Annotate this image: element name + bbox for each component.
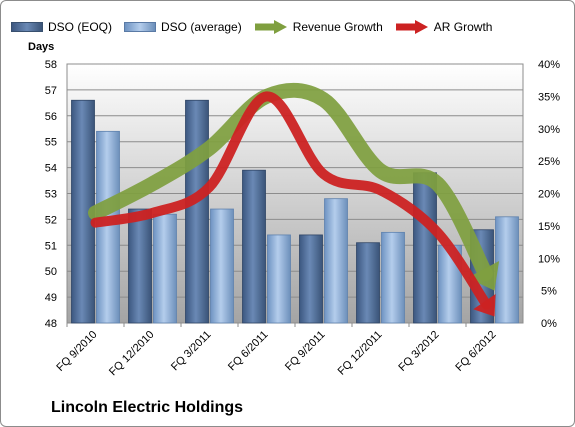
y-tick-label: 48	[45, 318, 57, 330]
x-tick-label: FQ 9/2011	[283, 329, 328, 374]
red-arrow-icon	[395, 20, 428, 34]
bar-dso-eoq-2	[185, 99, 209, 324]
bar-dso-average-4	[324, 198, 348, 324]
y-tick-label: 50	[45, 266, 57, 278]
x-tick-label: FQ 12/2011	[336, 329, 385, 378]
y-tick-label: 53	[45, 189, 57, 201]
bar-dso-average-2	[210, 208, 234, 324]
x-tick-label: FQ 12/2010	[107, 329, 157, 379]
x-tick-label: FQ 9/2010	[54, 329, 99, 374]
y2-tick-label: 35%	[538, 91, 560, 103]
legend-item-dso-average: DSO (average)	[124, 20, 242, 34]
y2-tick-label: 15%	[538, 221, 560, 233]
legend-label-dso-eoq: DSO (EOQ)	[48, 20, 113, 34]
legend-swatch-dso-eoq	[11, 22, 43, 32]
y-tick-label: 57	[45, 85, 57, 97]
y2-tick-label: 10%	[538, 253, 560, 265]
green-arrow-icon	[254, 20, 287, 34]
y-tick-label: 51	[45, 240, 57, 252]
legend-label-dso-average: DSO (average)	[161, 20, 242, 34]
bar-dso-eoq-5	[356, 242, 380, 324]
bar-dso-eoq-1	[128, 208, 152, 324]
bar-dso-eoq-4	[299, 234, 323, 324]
y-tick-label: 52	[45, 214, 57, 226]
line-ar-growth	[90, 91, 492, 310]
y2-tick-label: 0%	[541, 318, 557, 330]
y-axis-title: Days	[28, 41, 55, 53]
legend-item-revenue-growth: Revenue Growth	[254, 19, 383, 35]
bar-dso-average-1	[153, 213, 177, 324]
x-tick-label: FQ 6/2011	[226, 329, 271, 374]
x-tick-label: FQ 3/2011	[169, 329, 214, 374]
y2-tick-label: 20%	[538, 189, 560, 201]
y-tick-label: 49	[45, 292, 57, 304]
bar-dso-eoq-3	[242, 169, 266, 324]
bar-dso-average-5	[381, 231, 405, 324]
y-tick-label: 56	[45, 111, 57, 123]
y-tick-label: 55	[45, 137, 57, 149]
arrowhead-revenue-growth	[467, 260, 500, 291]
legend-label-revenue-growth: Revenue Growth	[292, 20, 383, 34]
y-tick-label: 58	[45, 59, 57, 71]
legend: DSO (EOQ) DSO (average) Revenue Growth A…	[11, 17, 504, 37]
x-tick-label: FQ 6/2012	[453, 329, 498, 374]
y2-tick-label: 5%	[541, 286, 557, 298]
y2-tick-label: 25%	[538, 156, 560, 168]
arrowhead-ar-growth	[473, 294, 496, 317]
bar-dso-average-0	[96, 130, 120, 324]
y2-tick-label: 30%	[538, 124, 560, 136]
legend-item-dso-eoq: DSO (EOQ)	[11, 20, 112, 34]
bar-dso-eoq-6	[413, 172, 437, 324]
bar-dso-average-3	[267, 234, 291, 324]
chart-title: Lincoln Electric Holdings	[51, 399, 244, 416]
y2-tick-label: 40%	[538, 59, 560, 71]
x-tick-label: FQ 3/2012	[396, 329, 441, 374]
legend-label-ar-growth: AR Growth	[433, 20, 493, 34]
legend-item-ar-growth: AR Growth	[395, 19, 493, 35]
y-tick-label: 54	[45, 163, 57, 175]
legend-swatch-dso-average	[124, 22, 157, 32]
line-revenue-growth	[88, 82, 493, 282]
growth-lines	[88, 82, 500, 317]
bar-dso-average-7	[495, 216, 519, 324]
